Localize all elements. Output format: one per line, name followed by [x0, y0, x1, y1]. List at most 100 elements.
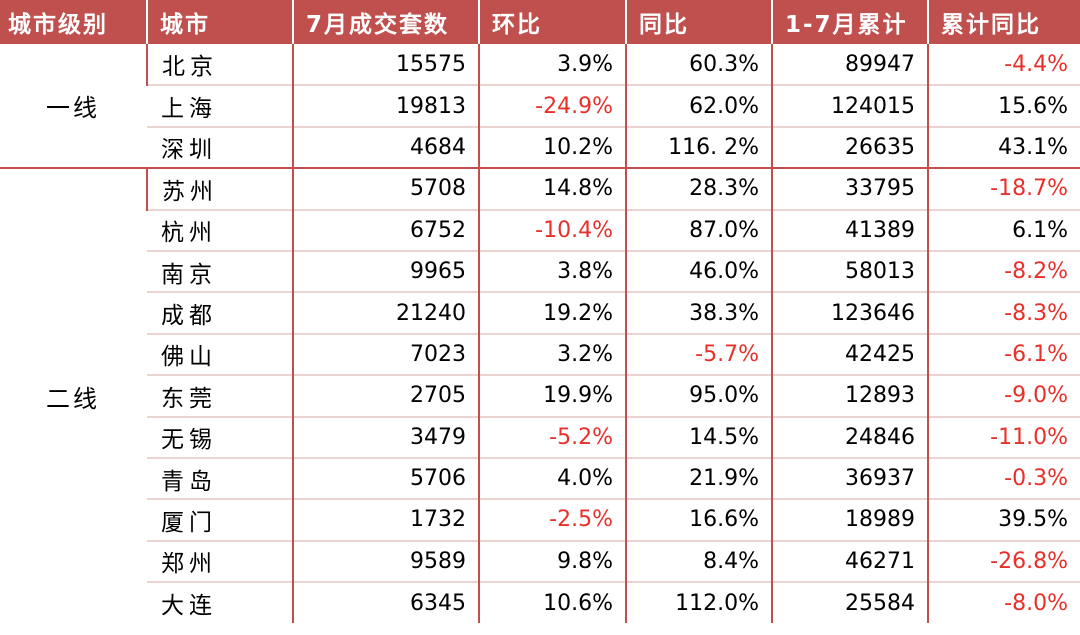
ytd-cell: 41389 — [771, 208, 928, 251]
city-cell: 成都 — [147, 291, 293, 334]
table-row: 厦门 1732 -2.5% 16.6% 18989 39.5% — [0, 498, 1080, 541]
mom-cell: 19.2% — [478, 291, 626, 334]
july-sales-cell: 5708 — [292, 167, 479, 210]
city-cell: 青岛 — [147, 456, 293, 500]
yoy-cell: 8.4% — [625, 539, 772, 583]
table-row: 佛山 7023 3.2% -5.7% 42425 -6.1% — [0, 332, 1080, 376]
city-cell: 厦门 — [147, 498, 293, 541]
city-cell: 大连 — [147, 581, 293, 624]
ytd-cell: 124015 — [771, 84, 928, 127]
july-sales-cell: 6752 — [292, 208, 479, 251]
table-row: 二线 苏州 5708 14.8% 28.3% 33795 -18.7% — [0, 167, 1080, 624]
table-row: 南京 9965 3.8% 46.0% 58013 -8.2% — [0, 249, 1080, 293]
city-cell: 杭州 — [147, 208, 293, 251]
table-row: 成都 21240 19.2% 38.3% 123646 -8.3% — [0, 291, 1080, 334]
mom-cell: -5.2% — [478, 415, 626, 458]
ytd-yoy-cell: 6.1% — [927, 208, 1080, 251]
city-cell: 南京 — [147, 249, 293, 293]
yoy-cell: 14.5% — [625, 415, 772, 458]
yoy-cell: 21.9% — [625, 456, 772, 500]
header-mom: 环比 — [478, 0, 626, 44]
city-level-cell: 一线 — [46, 94, 100, 123]
ytd-cell: 25584 — [771, 581, 928, 624]
city-level-cell: 二线 — [0, 167, 147, 624]
yoy-cell: 28.3% — [625, 167, 772, 210]
july-sales-cell: 5706 — [292, 456, 479, 500]
table-row: 深圳 4684 10.2% 116. 2% 26635 43.1% — [0, 125, 1080, 169]
header-yoy: 同比 — [625, 0, 772, 44]
ytd-yoy-cell: -18.7% — [927, 167, 1080, 210]
header-ytd-yoy: 累计同比 — [927, 0, 1080, 44]
ytd-cell: 58013 — [771, 249, 928, 293]
yoy-cell: -5.7% — [625, 332, 772, 376]
yoy-cell: 62.0% — [625, 84, 772, 127]
ytd-yoy-cell: -0.3% — [927, 456, 1080, 500]
header-city: 城市 — [146, 0, 293, 44]
city-cell: 苏州 — [146, 167, 293, 210]
city-cell: 北京 — [146, 44, 293, 86]
city-cell: 东莞 — [147, 374, 293, 417]
yoy-cell: 95.0% — [625, 374, 772, 417]
yoy-cell: 46.0% — [625, 249, 772, 293]
city-cell: 上海 — [147, 84, 293, 127]
yoy-cell: 116. 2% — [625, 125, 772, 169]
july-sales-cell: 9965 — [292, 249, 479, 293]
july-sales-cell: 19813 — [292, 84, 479, 127]
city-cell: 郑州 — [147, 539, 293, 583]
table-body: 一线 北京 15575 3.9% 60.3% 89947 -4.4% 上海 19813 -24.9… — [0, 44, 1080, 624]
july-sales-cell: 21240 — [292, 291, 479, 334]
header-ytd: 1-7月累计 — [771, 0, 928, 44]
ytd-cell: 12893 — [771, 374, 928, 417]
ytd-cell: 26635 — [771, 125, 928, 169]
july-sales-cell: 2705 — [292, 374, 479, 417]
mom-cell: 3.9% — [478, 44, 626, 86]
ytd-cell: 36937 — [771, 456, 928, 500]
ytd-yoy-cell: 15.6% — [927, 84, 1080, 127]
ytd-yoy-cell: -8.0% — [927, 581, 1080, 624]
yoy-cell: 16.6% — [625, 498, 772, 541]
july-sales-cell: 6345 — [292, 581, 479, 624]
table-row: 大连 6345 10.6% 112.0% 25584 -8.0% — [0, 581, 1080, 624]
table-row: 无锡 3479 -5.2% 14.5% 24846 -11.0% — [0, 415, 1080, 458]
mom-cell: 10.6% — [478, 581, 626, 624]
july-sales-cell: 4684 — [292, 125, 479, 169]
ytd-cell: 46271 — [771, 539, 928, 583]
header-city-level: 城市级别 — [0, 0, 147, 44]
mom-cell: 14.8% — [478, 167, 626, 210]
mom-cell: -24.9% — [478, 84, 626, 127]
city-cell: 佛山 — [147, 332, 293, 376]
city-cell: 无锡 — [147, 415, 293, 458]
table-row: 杭州 6752 -10.4% 87.0% 41389 6.1% — [0, 208, 1080, 251]
mom-cell: -10.4% — [478, 208, 626, 251]
ytd-yoy-cell: -9.0% — [927, 374, 1080, 417]
ytd-yoy-cell: 39.5% — [927, 498, 1080, 541]
table-header: 城市级别 城市 7月成交套数 环比 同比 1-7月累计 累计同比 — [0, 0, 1080, 44]
mom-cell: 4.0% — [478, 456, 626, 500]
ytd-cell: 123646 — [771, 291, 928, 334]
ytd-yoy-cell: 43.1% — [927, 125, 1080, 169]
city-cell: 深圳 — [147, 125, 293, 169]
july-sales-cell: 1732 — [292, 498, 479, 541]
header-july-sales: 7月成交套数 — [292, 0, 479, 44]
mom-cell: 9.8% — [478, 539, 626, 583]
header-row: 城市级别 城市 7月成交套数 环比 同比 1-7月累计 累计同比 — [0, 0, 1080, 44]
mom-cell: -2.5% — [478, 498, 626, 541]
table-row: 东莞 2705 19.9% 95.0% 12893 -9.0% — [0, 374, 1080, 417]
july-sales-cell: 9589 — [292, 539, 479, 583]
ytd-cell: 24846 — [771, 415, 928, 458]
ytd-yoy-cell: -6.1% — [927, 332, 1080, 376]
ytd-yoy-cell: -4.4% — [927, 44, 1080, 86]
mom-cell: 10.2% — [478, 125, 626, 169]
table-row: 一线 北京 15575 3.9% 60.3% 89947 -4.4% — [0, 44, 1080, 122]
yoy-cell: 38.3% — [625, 291, 772, 334]
ytd-yoy-cell: -26.8% — [927, 539, 1080, 583]
yoy-cell: 60.3% — [625, 44, 772, 86]
table-row: 上海 19813 -24.9% 62.0% 124015 15.6% — [0, 84, 1080, 127]
july-sales-cell: 7023 — [292, 332, 479, 376]
ytd-cell: 33795 — [771, 167, 928, 210]
july-sales-cell: 3479 — [292, 415, 479, 458]
mom-cell: 3.8% — [478, 249, 626, 293]
yoy-cell: 87.0% — [625, 208, 772, 251]
